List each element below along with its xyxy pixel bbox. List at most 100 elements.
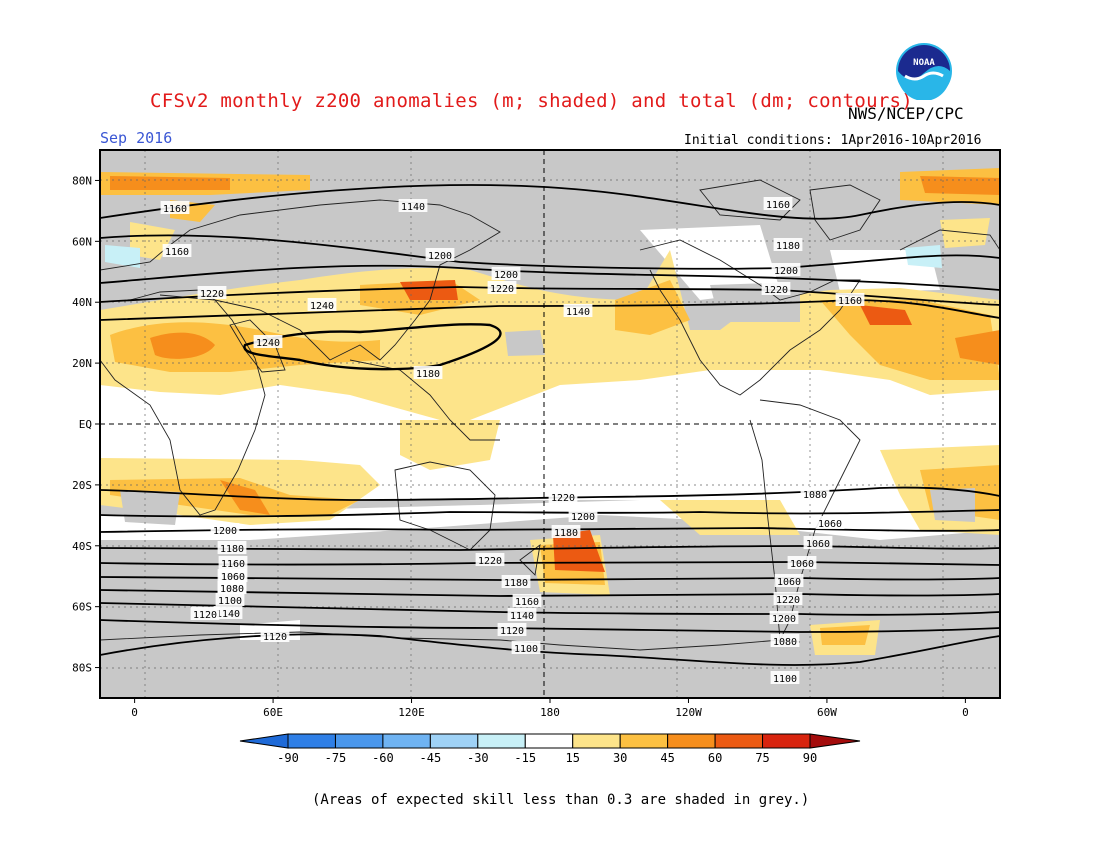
map-title: CFSv2 monthly z200 anomalies (m; shaded)… <box>150 90 914 112</box>
contour-label: 1220 <box>776 595 800 606</box>
contour-label-bg <box>260 629 290 642</box>
contour-label-bg <box>218 556 248 569</box>
colorbar-swatch <box>762 733 811 749</box>
contour-label: 1200 <box>213 526 237 537</box>
lon-label: 120E <box>398 706 425 719</box>
contour-label: 1180 <box>554 528 578 539</box>
contour-label-bg <box>770 634 800 647</box>
lon-label: 60W <box>817 706 837 719</box>
contour-label-bg <box>511 641 541 654</box>
colorbar-tick-label: -60 <box>372 751 394 765</box>
colorbar-tick-label: 30 <box>613 751 627 765</box>
contour-label: 1080 <box>220 584 244 595</box>
skill-footnote: (Areas of expected skill less than 0.3 a… <box>312 792 810 808</box>
lat-label: EQ <box>79 418 92 431</box>
contour-label-bg <box>210 523 240 536</box>
colorbar-swatch <box>382 733 431 749</box>
contour-label-bg <box>770 671 800 684</box>
contour-label: 1140 <box>401 202 425 213</box>
contour-label-bg <box>773 592 803 605</box>
contour-label: 1180 <box>776 241 800 252</box>
contour-label: 1140 <box>566 307 590 318</box>
colorbar-swatch <box>572 733 621 749</box>
lon-label: 0 <box>962 706 969 719</box>
contour-label-bg <box>773 238 803 251</box>
contour-label-bg <box>512 594 542 607</box>
contour-label: 1160 <box>838 296 862 307</box>
contour-label-bg <box>563 304 593 317</box>
contour-label: 1080 <box>803 490 827 501</box>
colorbar-tick-label: -15 <box>514 751 536 765</box>
contour-label: 1220 <box>490 284 514 295</box>
colorbar-arrow-left <box>239 733 289 749</box>
lon-label: 120W <box>675 706 702 719</box>
contour-label-bg <box>398 199 428 212</box>
contour-label-bg <box>413 366 443 379</box>
contour-label: 1220 <box>200 289 224 300</box>
contour-label-bg <box>491 267 521 280</box>
contour-label-bg <box>217 541 247 554</box>
contour-label-bg <box>771 263 801 276</box>
longitude-axis: 0 60E 120E 180 120W 60W 0 <box>131 698 969 719</box>
contour-label: 1160 <box>766 200 790 211</box>
contour-label-bg <box>197 286 227 299</box>
contour-label-bg <box>774 574 804 587</box>
colorbar-tick-label: 60 <box>708 751 722 765</box>
contour-label: 1220 <box>764 285 788 296</box>
contour-label-bg <box>487 281 517 294</box>
contour-label: 1200 <box>494 270 518 281</box>
contour-label: 1060 <box>818 519 842 530</box>
contour-label-bg <box>815 516 845 529</box>
lat-label: 40S <box>72 540 92 553</box>
contour-label-bg <box>162 244 192 257</box>
colorbar-swatch <box>619 733 669 749</box>
contour-label: 1100 <box>773 674 797 685</box>
contour-label-bg <box>425 248 455 261</box>
colorbar-tick-label: -90 <box>277 751 299 765</box>
contour-label: 1060 <box>790 559 814 570</box>
colorbar-tick-label: 45 <box>660 751 674 765</box>
colorbar-tick-label: -45 <box>420 751 442 765</box>
colorbar-tick-label: 15 <box>566 751 580 765</box>
contour-label-bg <box>787 556 817 569</box>
contour-label: 1140 <box>510 611 534 622</box>
contour-label: 1060 <box>221 572 245 583</box>
contour-label: 1180 <box>504 578 528 589</box>
contour-label-bg <box>217 581 247 594</box>
contour-label: 1100 <box>514 644 538 655</box>
contour-label-bg <box>835 293 865 306</box>
contour-label-bg <box>213 606 243 619</box>
contour-label: 1160 <box>165 247 189 258</box>
lat-label: 80S <box>72 662 92 675</box>
anomaly-yellow-nh <box>100 250 1000 420</box>
contour-label-bg <box>568 509 598 522</box>
noaa-logo-icon: NOAA <box>896 43 952 100</box>
organization-label: NWS/NCEP/CPC <box>848 104 964 123</box>
contour-label: 1200 <box>772 614 796 625</box>
contour-label: 1100 <box>218 596 242 607</box>
contour-label-bg <box>761 282 791 295</box>
contour-label: 1180 <box>220 544 244 555</box>
lat-label: 40N <box>72 296 92 309</box>
contour-label-bg <box>475 553 505 566</box>
colorbar-swatch <box>429 733 479 749</box>
contour-label-bg <box>800 487 830 500</box>
contour-label: 1200 <box>774 266 798 277</box>
colorbar-legend: -90 -75 -60 -45 -30 -15 15 30 45 60 75 90 <box>239 733 861 765</box>
contour-label: 1080 <box>773 637 797 648</box>
contour-label-bg <box>190 607 220 620</box>
lat-label: 80N <box>72 174 92 187</box>
latitude-axis: 80N 60N 40N 20N EQ 20S 40S 60S 80S <box>72 174 100 675</box>
contour-label: 1240 <box>310 301 334 312</box>
contour-label-bg <box>253 335 283 348</box>
colorbar-swatch <box>334 733 384 749</box>
colorbar-arrow-right <box>809 733 861 749</box>
contour-label: 1060 <box>777 577 801 588</box>
contour-label: 1220 <box>551 493 575 504</box>
colorbar-swatch <box>667 733 716 749</box>
contour-label: 1160 <box>163 204 187 215</box>
lat-label: 60S <box>72 601 92 614</box>
lon-label: 180 <box>540 706 560 719</box>
colorbar-tick-label: 75 <box>755 751 769 765</box>
lon-label: 0 <box>131 706 138 719</box>
